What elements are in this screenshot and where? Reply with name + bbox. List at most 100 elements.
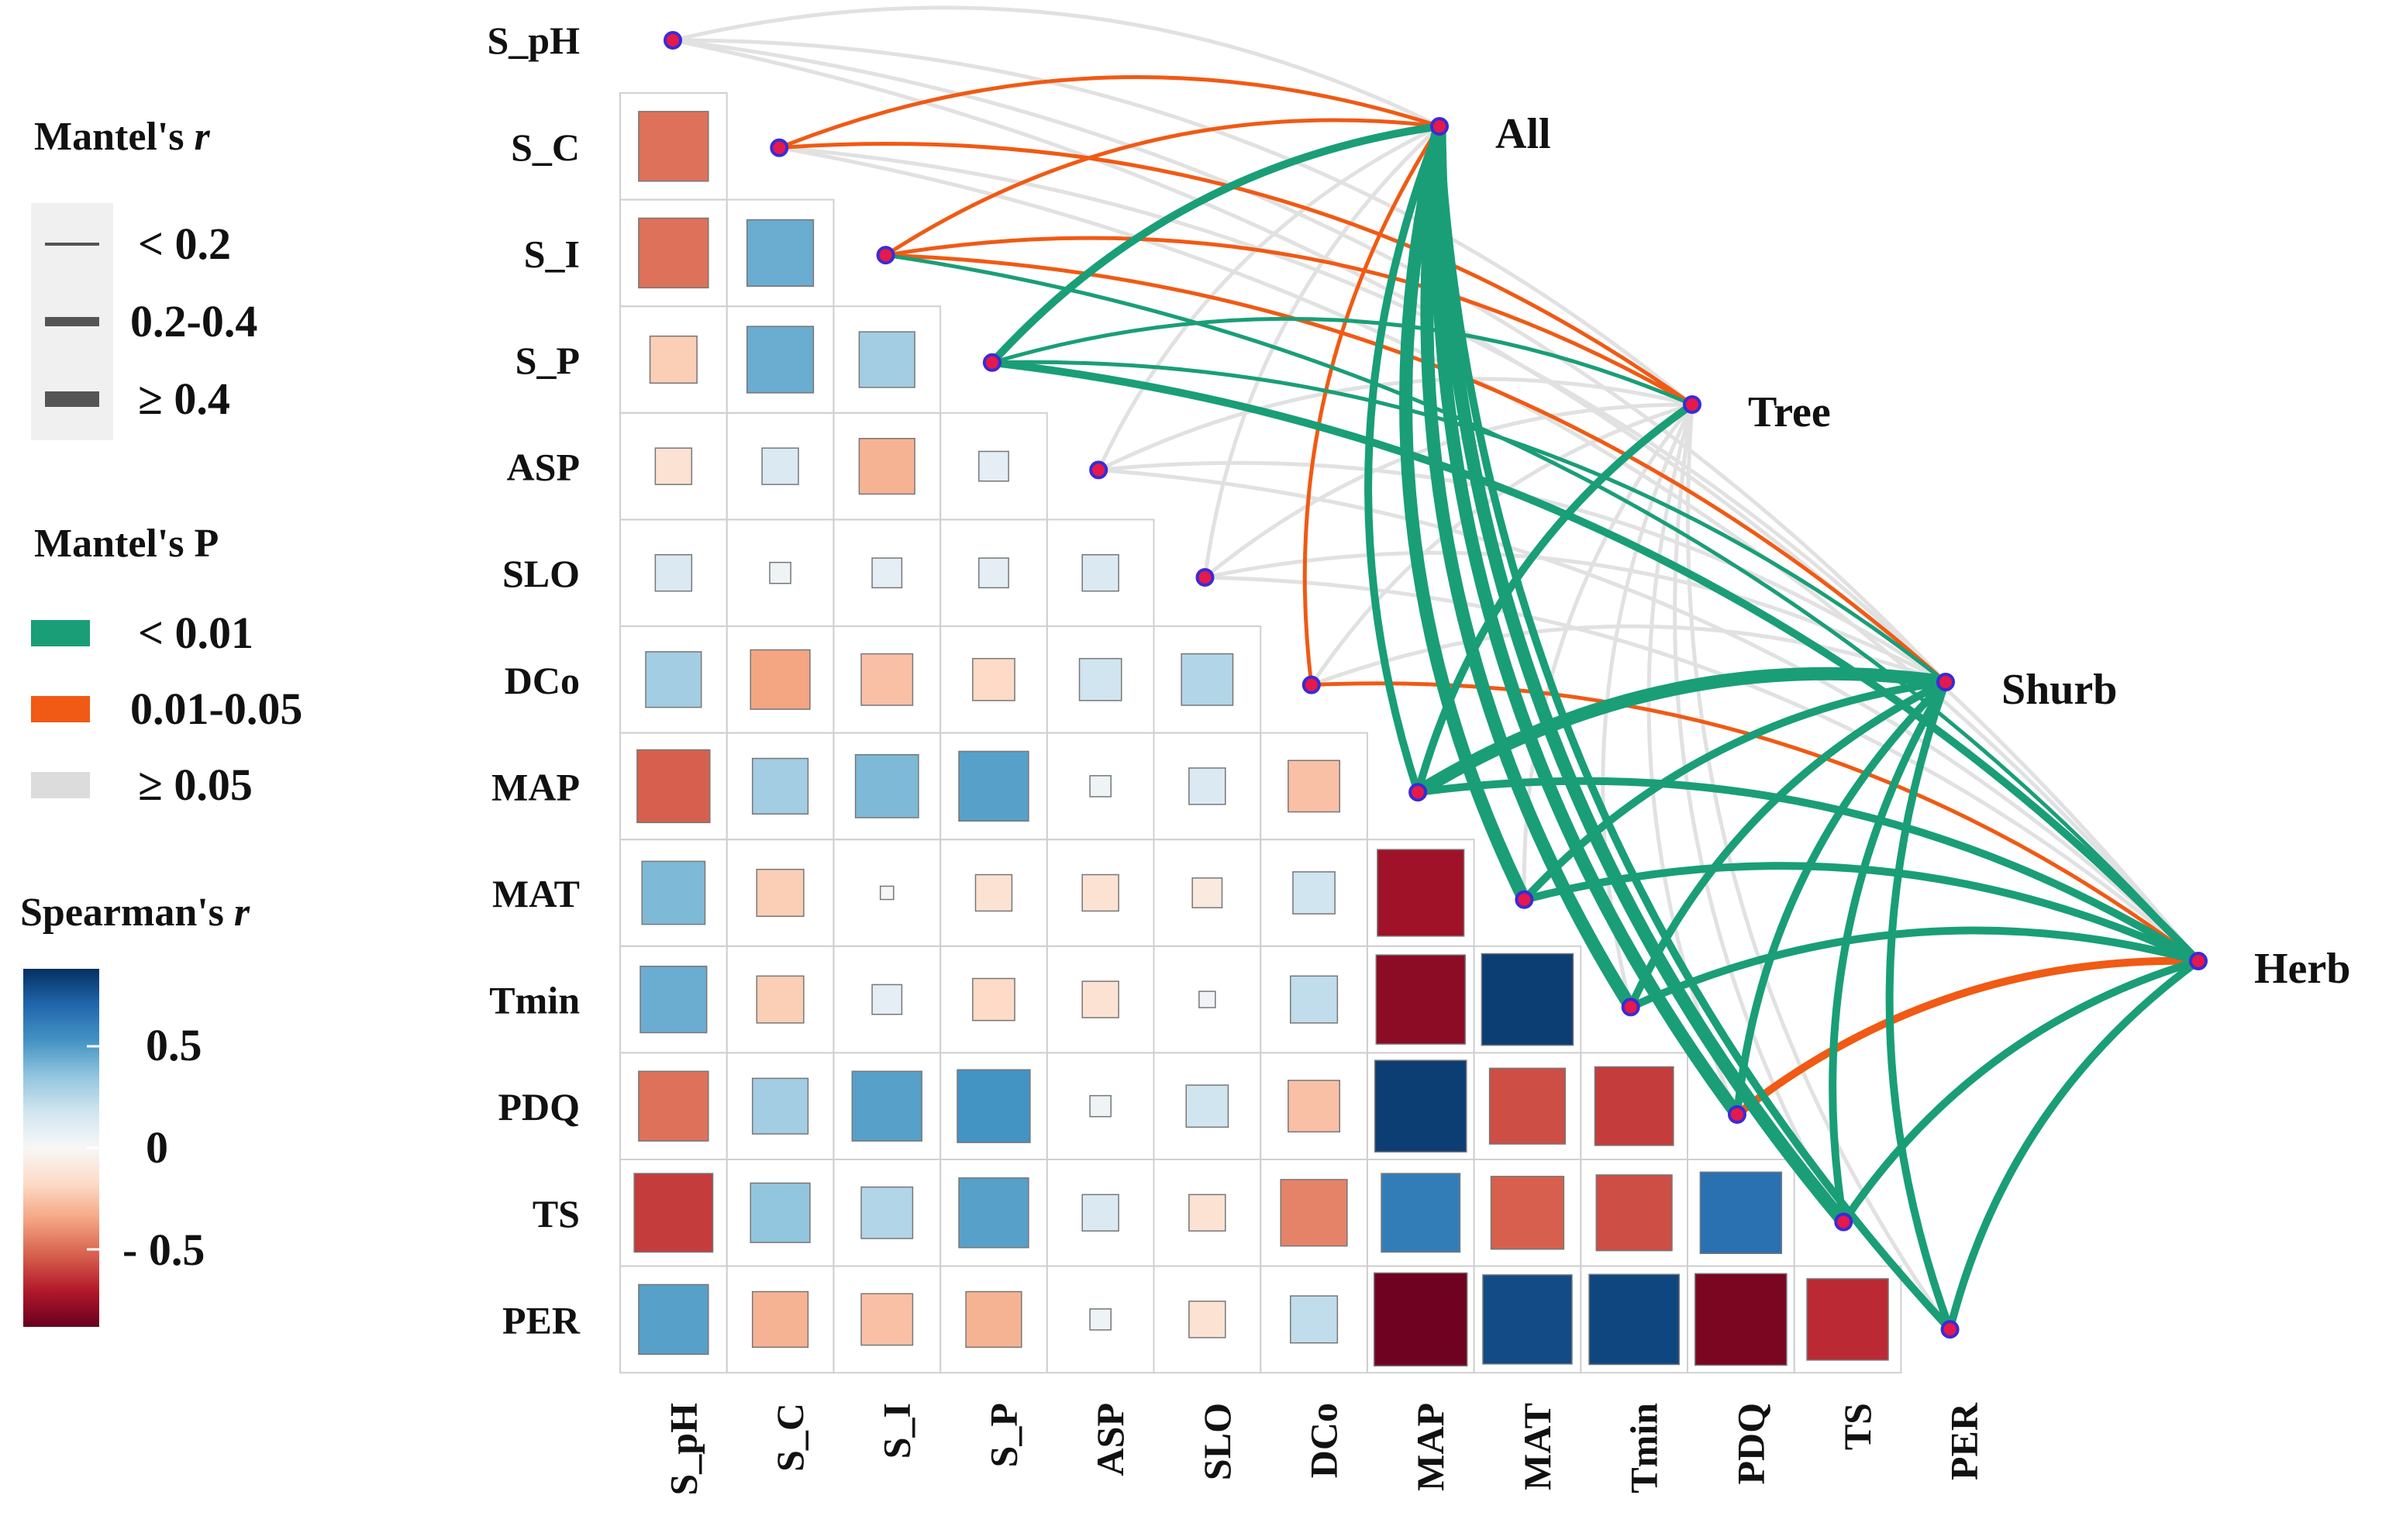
- tile-SLO-S_I: [871, 557, 903, 589]
- tile-S_I-S_pH: [638, 217, 709, 289]
- tile-MAT-S_I: [879, 885, 895, 901]
- tile-ASP-S_I: [858, 438, 915, 495]
- legend-mantel-p-swatch-3: [31, 772, 90, 798]
- mantel-links: [671, 5, 2202, 1334]
- tile-TS-Tmin: [1595, 1174, 1673, 1252]
- tile-SLO-ASP: [1081, 553, 1119, 592]
- node-SLO: [1195, 568, 1215, 587]
- link-All-Tmin: [1420, 119, 1638, 1014]
- row-label-ASP: ASP: [507, 446, 580, 489]
- link-All-PER: [1436, 122, 1954, 1334]
- tile-DCo-S_I: [860, 653, 914, 706]
- link-Herb-TS: [1839, 957, 2202, 1226]
- tile-PDQ-ASP: [1089, 1094, 1112, 1118]
- legend-spearman-title: Spearman's r: [20, 891, 250, 935]
- tile-Tmin-MAT: [1481, 953, 1574, 1046]
- legend-mantel-r-label-1: < 0.2: [138, 219, 231, 269]
- node-TS: [1834, 1212, 1853, 1232]
- node-S_pH: [664, 31, 682, 50]
- row-label-Tmin: Tmin: [489, 979, 580, 1022]
- tile-MAP-SLO: [1188, 767, 1226, 805]
- link-All-S_C: [777, 75, 1442, 150]
- legend-spearman-label-zero: 0: [146, 1122, 168, 1173]
- row-label-S_I: S_I: [524, 232, 580, 275]
- group-label-Herb: Herb: [2254, 945, 2350, 993]
- legend-mantel-p-title: Mantel's P: [34, 522, 219, 566]
- row-label-MAP: MAP: [491, 765, 580, 808]
- col-label-TS: TS: [1836, 1403, 1879, 1450]
- variable-nodes: [664, 31, 1960, 1339]
- column-labels: S_pH S_C S_I S_P ASP SLO DCo MAP MAT Tmin PDQ TS PER: [661, 1402, 1985, 1495]
- tile-PDQ-MAT: [1488, 1067, 1567, 1145]
- legend-mantel-p-label-2: 0.01-0.05: [130, 684, 302, 734]
- node-MAT: [1515, 890, 1534, 909]
- row-label-S_C: S_C: [511, 126, 580, 169]
- tile-Tmin-MAP: [1375, 954, 1466, 1045]
- tile-MAT-S_pH: [641, 860, 706, 925]
- tile-TS-S_C: [750, 1182, 811, 1243]
- link-Herb-ASP: [1096, 467, 2201, 963]
- row-labels: S_pH S_C S_I S_P ASP SLO DCo MAP MAT Tmin PDQ TS PER: [487, 19, 580, 1342]
- legend-mantel-r-title: Mantel's r: [34, 115, 211, 159]
- tile-DCo-ASP: [1078, 657, 1122, 701]
- tile-SLO-S_P: [978, 557, 1009, 589]
- tile-SLO-S_C: [769, 561, 791, 584]
- link-All-S_P: [988, 122, 1443, 367]
- link-Tree-S_C: [777, 142, 1694, 407]
- link-Tree-S_P: [990, 316, 1694, 407]
- group-node-Herb: [2189, 952, 2208, 970]
- link-Herb-S_I: [884, 253, 2201, 963]
- tile-PDQ-DCo: [1288, 1080, 1340, 1133]
- link-Shurb-S_pH: [671, 38, 1948, 684]
- link-Herb-Tmin: [1626, 926, 2202, 1011]
- link-Herb-S_pH: [671, 38, 2201, 963]
- tile-Tmin-SLO: [1198, 990, 1216, 1008]
- node-PER: [1940, 1320, 1960, 1339]
- link-Herb-S_C: [777, 146, 2201, 963]
- tile-MAP-S_P: [958, 750, 1029, 822]
- legend-spearman-colorbar: [23, 969, 99, 1327]
- tile-MAT-SLO: [1191, 877, 1223, 908]
- legend-mantel-p-swatch-2: [31, 696, 90, 722]
- tile-PDQ-S_C: [751, 1077, 809, 1135]
- col-label-S_P: S_P: [981, 1403, 1025, 1467]
- link-All-S_I: [884, 118, 1442, 257]
- legend-mantel-p-label-3: ≥ 0.05: [138, 760, 253, 810]
- link-All-DCo: [1302, 124, 1442, 687]
- tile-MAP-S_C: [751, 757, 809, 815]
- node-ASP: [1089, 460, 1108, 480]
- tile-S_I-S_C: [746, 219, 815, 287]
- link-Herb-PDQ: [1733, 956, 2202, 1118]
- link-Tree-S_I: [884, 236, 1694, 407]
- link-Tree-S_pH: [671, 38, 1694, 407]
- tile-PER-DCo: [1290, 1295, 1339, 1344]
- col-label-PER: PER: [1943, 1402, 1986, 1480]
- col-label-SLO: SLO: [1195, 1403, 1239, 1480]
- tile-PDQ-SLO: [1185, 1084, 1229, 1128]
- tile-MAP-S_I: [854, 754, 919, 818]
- node-S_C: [770, 138, 789, 157]
- tile-TS-PDQ: [1699, 1171, 1783, 1255]
- tile-PDQ-MAP: [1374, 1059, 1467, 1153]
- tile-TS-S_P: [958, 1177, 1029, 1249]
- heatmap-tiles: [633, 111, 1889, 1367]
- group-node-Tree: [1683, 395, 1701, 414]
- col-label-MAP: MAP: [1408, 1403, 1452, 1491]
- tile-MAT-DCo: [1292, 871, 1336, 915]
- link-Tree-PER: [1686, 402, 1953, 1332]
- node-S_I: [876, 246, 895, 265]
- tile-PER-S_C: [751, 1290, 809, 1348]
- tile-Tmin-S_pH: [640, 966, 708, 1034]
- link-Shurb-SLO: [1203, 550, 1948, 684]
- legend-spearman: Spearman's r 0.5 0 - 0.5: [20, 891, 250, 1327]
- node-PDQ: [1728, 1105, 1746, 1124]
- group-node-Shurb: [1936, 673, 1955, 691]
- row-label-PER: PER: [502, 1298, 581, 1342]
- col-label-S_pH: S_pH: [661, 1403, 705, 1496]
- legend-spearman-label-neg: - 0.5: [122, 1225, 205, 1275]
- tile-Tmin-S_C: [756, 975, 805, 1024]
- row-label-TS: TS: [533, 1192, 580, 1235]
- link-Herb-MAP: [1414, 777, 2202, 965]
- group-label-All: All: [1495, 110, 1551, 158]
